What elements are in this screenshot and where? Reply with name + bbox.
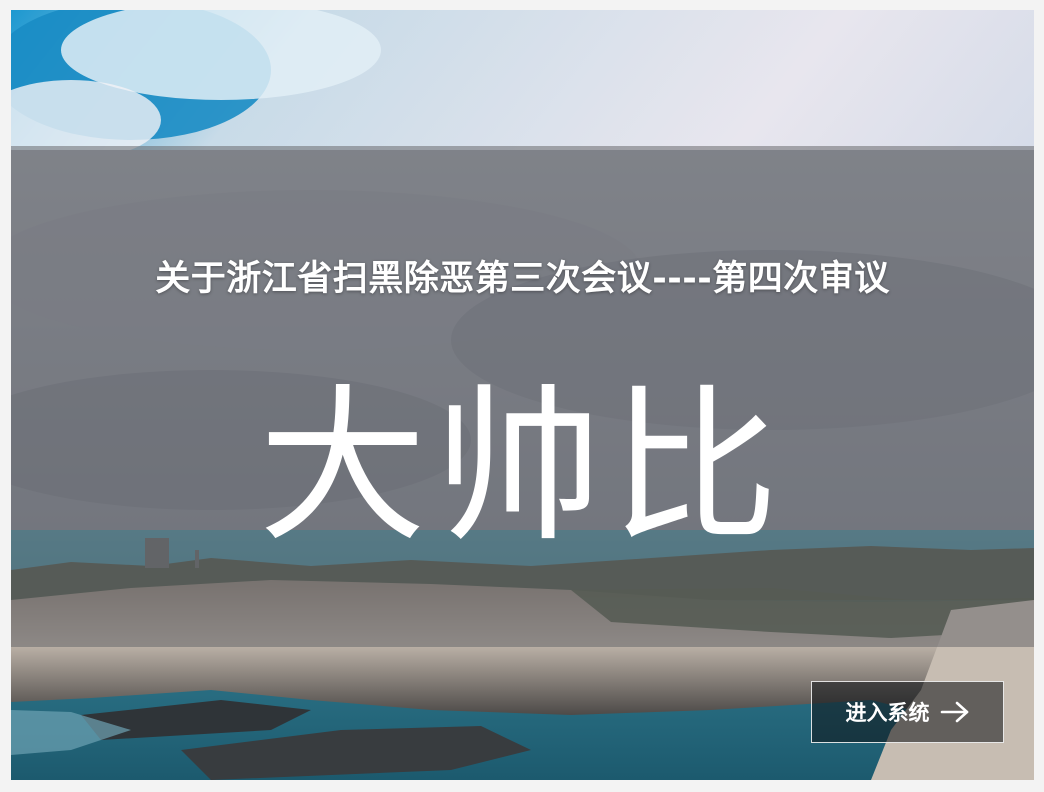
title-overlay-band	[11, 146, 1034, 647]
page-subtitle: 关于浙江省扫黑除恶第三次会议----第四次审议	[155, 259, 890, 299]
page-title: 大帅比	[258, 369, 787, 565]
arrow-right-icon	[940, 701, 970, 723]
enter-system-label: 进入系统	[845, 701, 930, 725]
hero-background: 关于浙江省扫黑除恶第三次会议----第四次审议 大帅比 进入系统	[11, 10, 1034, 780]
enter-system-button[interactable]: 进入系统	[811, 681, 1004, 743]
